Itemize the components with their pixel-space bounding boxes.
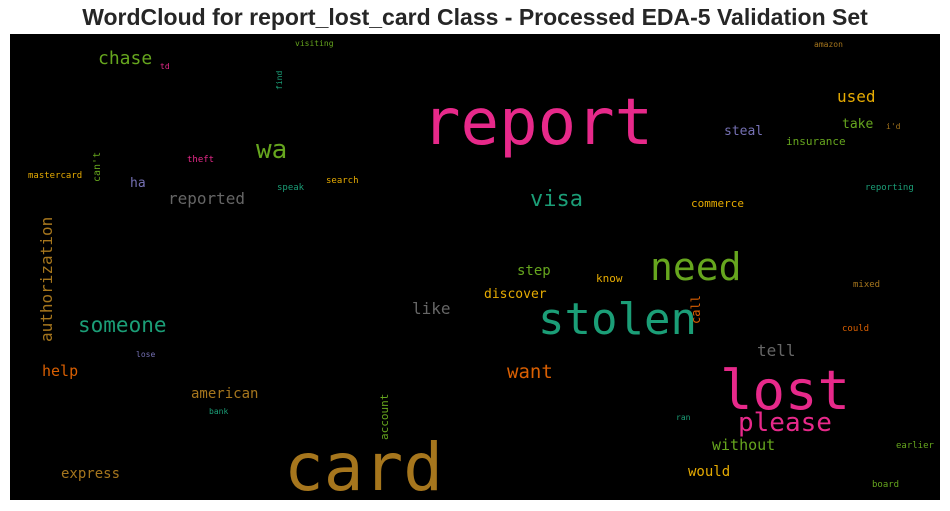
word-earlier: earlier [896,441,935,451]
word-reported: reported [168,189,245,208]
word-cloud-svg: report card lost stolen need please wa visa some… [28,39,935,500]
word-visa: visa [530,187,583,212]
word-commerce: commerce [691,197,744,210]
word-amazon: amazon [814,40,843,49]
word-visiting: visiting [295,39,334,48]
word-lose: lose [136,350,155,359]
word-authorization: authorization [37,217,56,342]
word-board: board [872,480,899,490]
word-account: account [378,394,391,440]
word-td: td [160,62,170,71]
word-wa: wa [256,135,287,165]
word-express: express [61,466,120,482]
word-please: please [738,408,832,438]
word-mastercard: mastercard [28,171,82,181]
word-insurance: insurance [786,135,846,148]
word-step: step [517,263,551,279]
word-ha: ha [130,176,146,191]
word-bank: bank [209,407,228,416]
word-chase: chase [98,48,152,69]
word-stolen: stolen [538,294,697,345]
word-could: could [842,324,869,334]
word-without: without [712,436,775,454]
word-need: need [650,245,742,289]
word-ran: ran [676,413,691,422]
word-lost: lost [720,359,850,422]
word-find: find [275,71,284,90]
word-cloud-canvas: report card lost stolen need please wa visa some… [10,34,940,500]
word-like: like [412,299,451,318]
word-steal: steal [724,124,763,139]
word-someone: someone [78,313,167,337]
word-card: card [284,429,443,500]
chart-title: WordCloud for report_lost_card Class - P… [82,4,868,30]
word-help: help [42,362,78,380]
word-reporting: reporting [865,183,914,193]
word-used: used [837,87,876,106]
word-want: want [507,361,553,383]
word-speak: speak [277,183,305,193]
word-would: would [688,464,730,480]
word-report: report [422,86,653,160]
word-call: call [689,295,703,324]
word-discover: discover [484,287,547,302]
word-i-d: i'd [886,122,901,131]
word-search: search [326,176,359,186]
word-know: know [596,272,623,285]
word-theft: theft [187,155,214,165]
word-mixed: mixed [853,280,880,290]
word-american: american [191,386,258,402]
word-take: take [842,117,873,132]
word-tell: tell [757,341,796,360]
word-can-t: can't [92,152,103,182]
